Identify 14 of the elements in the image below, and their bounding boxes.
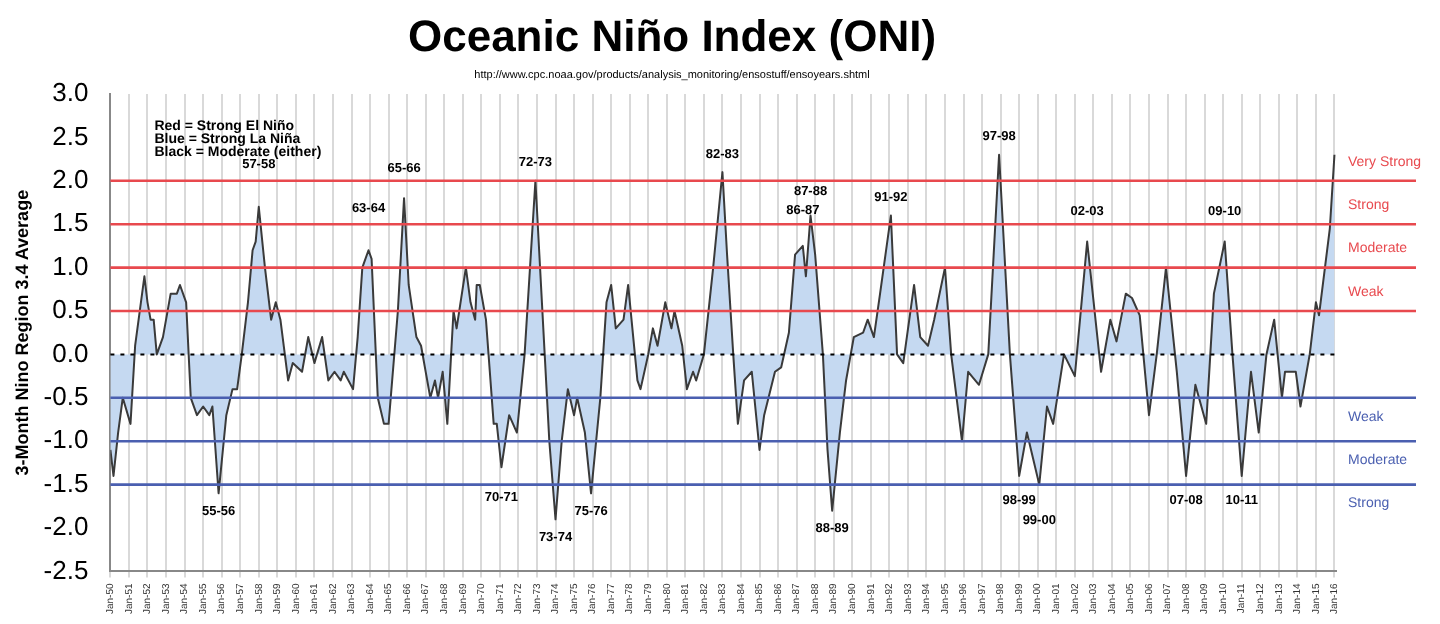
y-tick-label: -2.0 — [43, 511, 89, 542]
y-tick-label: -1.0 — [43, 424, 89, 455]
y-tick-label: 2.0 — [52, 163, 89, 194]
y-tick-label: 2.5 — [52, 120, 89, 151]
y-tick-label: -1.5 — [43, 467, 89, 498]
y-tick-label: 0.5 — [52, 294, 89, 325]
y-tick-label: -0.5 — [43, 380, 89, 411]
y-tick-label: 1.5 — [52, 207, 89, 238]
y-tick-label: -2.5 — [43, 554, 89, 585]
y-axis-title: 3-Month Nino Region 3.4 Average — [11, 189, 32, 476]
y-tick-label: 0.0 — [52, 337, 89, 368]
y-tick-label: 3.0 — [52, 77, 89, 108]
chart-title: Oceanic Niño Index (ONI) — [407, 10, 937, 61]
y-tick-label: 1.0 — [52, 250, 89, 281]
